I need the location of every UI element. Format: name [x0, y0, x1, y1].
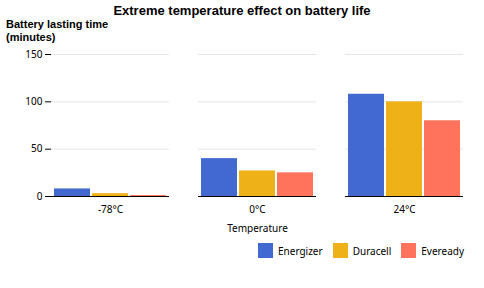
svg-text:50: 50 [31, 141, 43, 155]
svg-text:150: 150 [25, 47, 42, 61]
svg-text:24°C: 24°C [393, 202, 416, 216]
html-text:Eveready: Eveready [421, 243, 464, 258]
svg-text:0: 0 [37, 189, 43, 203]
svg-text:100: 100 [25, 94, 42, 108]
html-text:(minutes): (minutes) [6, 31, 56, 43]
html-text:Extreme temperature effect on: Extreme temperature effect on battery li… [113, 3, 371, 18]
svg-text:-78°C: -78°C [98, 202, 124, 216]
svg-text:Temperature: Temperature [227, 221, 288, 235]
html-text:Duracell: Duracell [352, 243, 392, 258]
svg-text:0°C: 0°C [249, 202, 266, 216]
html-text:Energizer: Energizer [278, 243, 323, 258]
html-text:Battery lasting time: Battery lasting time [6, 18, 109, 30]
